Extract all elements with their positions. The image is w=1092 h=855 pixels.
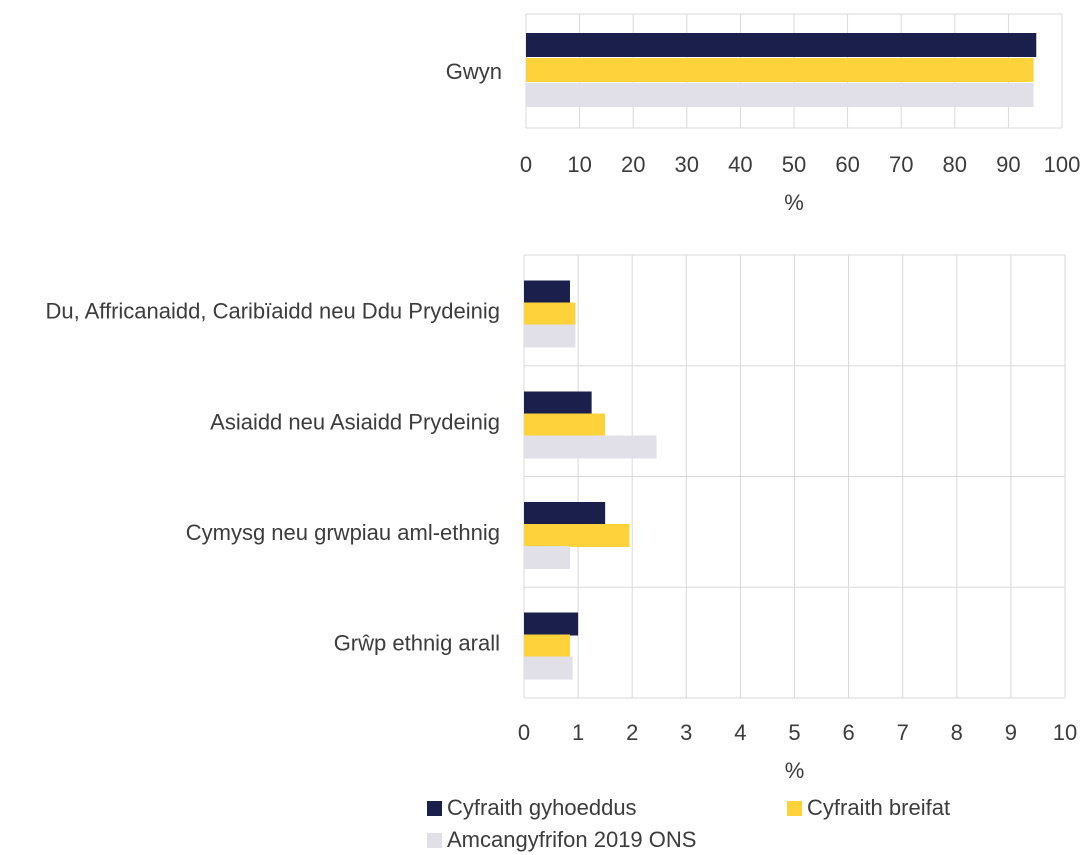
- chart2-bar-3-4: [524, 656, 573, 680]
- chart1-tick-label: 30: [675, 152, 699, 177]
- chart2-x-axis-label: %: [785, 758, 805, 783]
- chart2-bar-2-1: [524, 302, 576, 326]
- chart2-tick-label: 4: [734, 720, 746, 745]
- chart1-x-axis-label: %: [784, 190, 804, 215]
- chart2-bar-2-3: [524, 524, 630, 547]
- legend-swatch-ons-estimates: [427, 832, 442, 848]
- legend-swatch-private-law: [787, 800, 802, 816]
- chart1-tick-label: 90: [996, 152, 1020, 177]
- chart2-bar-3-1: [524, 324, 576, 348]
- legend-item-private-law: Cyfraith breifat: [787, 795, 950, 821]
- chart1-tick-label: 0: [520, 152, 532, 177]
- chart2-tick-label: 10: [1053, 720, 1077, 745]
- chart1-tick-label: 40: [728, 152, 752, 177]
- chart2-tick-label: 9: [1005, 720, 1017, 745]
- chart2-bar-3-3: [524, 546, 570, 569]
- chart2-tick-label: 5: [788, 720, 800, 745]
- chart2-bar-1-3: [524, 502, 606, 525]
- chart2-category-label: Grŵp ethnig arall: [334, 631, 500, 656]
- chart2-tick-label: 1: [572, 720, 584, 745]
- legend-label-public-law: Cyfraith gyhoeddus: [447, 795, 637, 820]
- chart2-category-label: Asiaidd neu Asiaidd Prydeinig: [210, 410, 500, 435]
- chart1-tick-label: 100: [1044, 152, 1081, 177]
- chart2-tick-label: 0: [518, 720, 530, 745]
- chart2-bar-2-4: [524, 634, 570, 658]
- chart1-tick-label: 70: [889, 152, 913, 177]
- legend-swatch-public-law: [427, 800, 442, 816]
- chart2-bar-1-2: [524, 391, 592, 415]
- chart2-category-label: Cymysg neu grwpiau aml-ethnig: [186, 520, 500, 545]
- chart2-tick-label: 3: [680, 720, 692, 745]
- chart2-bar-1-1: [524, 280, 570, 304]
- chart2-bar-3-2: [524, 435, 657, 459]
- chart1-tick-label: 80: [943, 152, 967, 177]
- chart2-tick-label: 6: [842, 720, 854, 745]
- chart1-bar-3-1: [526, 83, 1034, 107]
- chart2-bar-2-2: [524, 413, 606, 437]
- chart2-tick-label: 2: [626, 720, 638, 745]
- chart1-tick-label: 50: [782, 152, 806, 177]
- legend-label-ons-estimates: Amcangyfrifon 2019 ONS: [447, 827, 697, 852]
- chart2-tick-label: 7: [897, 720, 909, 745]
- chart1-category-label: Gwyn: [446, 59, 502, 84]
- chart2-tick-label: 8: [951, 720, 963, 745]
- legend-item-ons-estimates: Amcangyfrifon 2019 ONS: [427, 827, 696, 853]
- legend-label-private-law: Cyfraith breifat: [807, 795, 951, 820]
- chart1-tick-label: 20: [621, 152, 645, 177]
- chart1-bar-1-1: [526, 33, 1037, 57]
- chart2-category-label: Du, Affricanaidd, Caribïaidd neu Ddu Pry…: [45, 299, 500, 324]
- chart1-tick-label: 10: [567, 152, 591, 177]
- chart1-bar-2-1: [526, 58, 1034, 82]
- chart1-tick-label: 60: [835, 152, 859, 177]
- chart2-bar-1-4: [524, 612, 579, 636]
- legend-item-public-law: Cyfraith gyhoeddus: [427, 795, 637, 821]
